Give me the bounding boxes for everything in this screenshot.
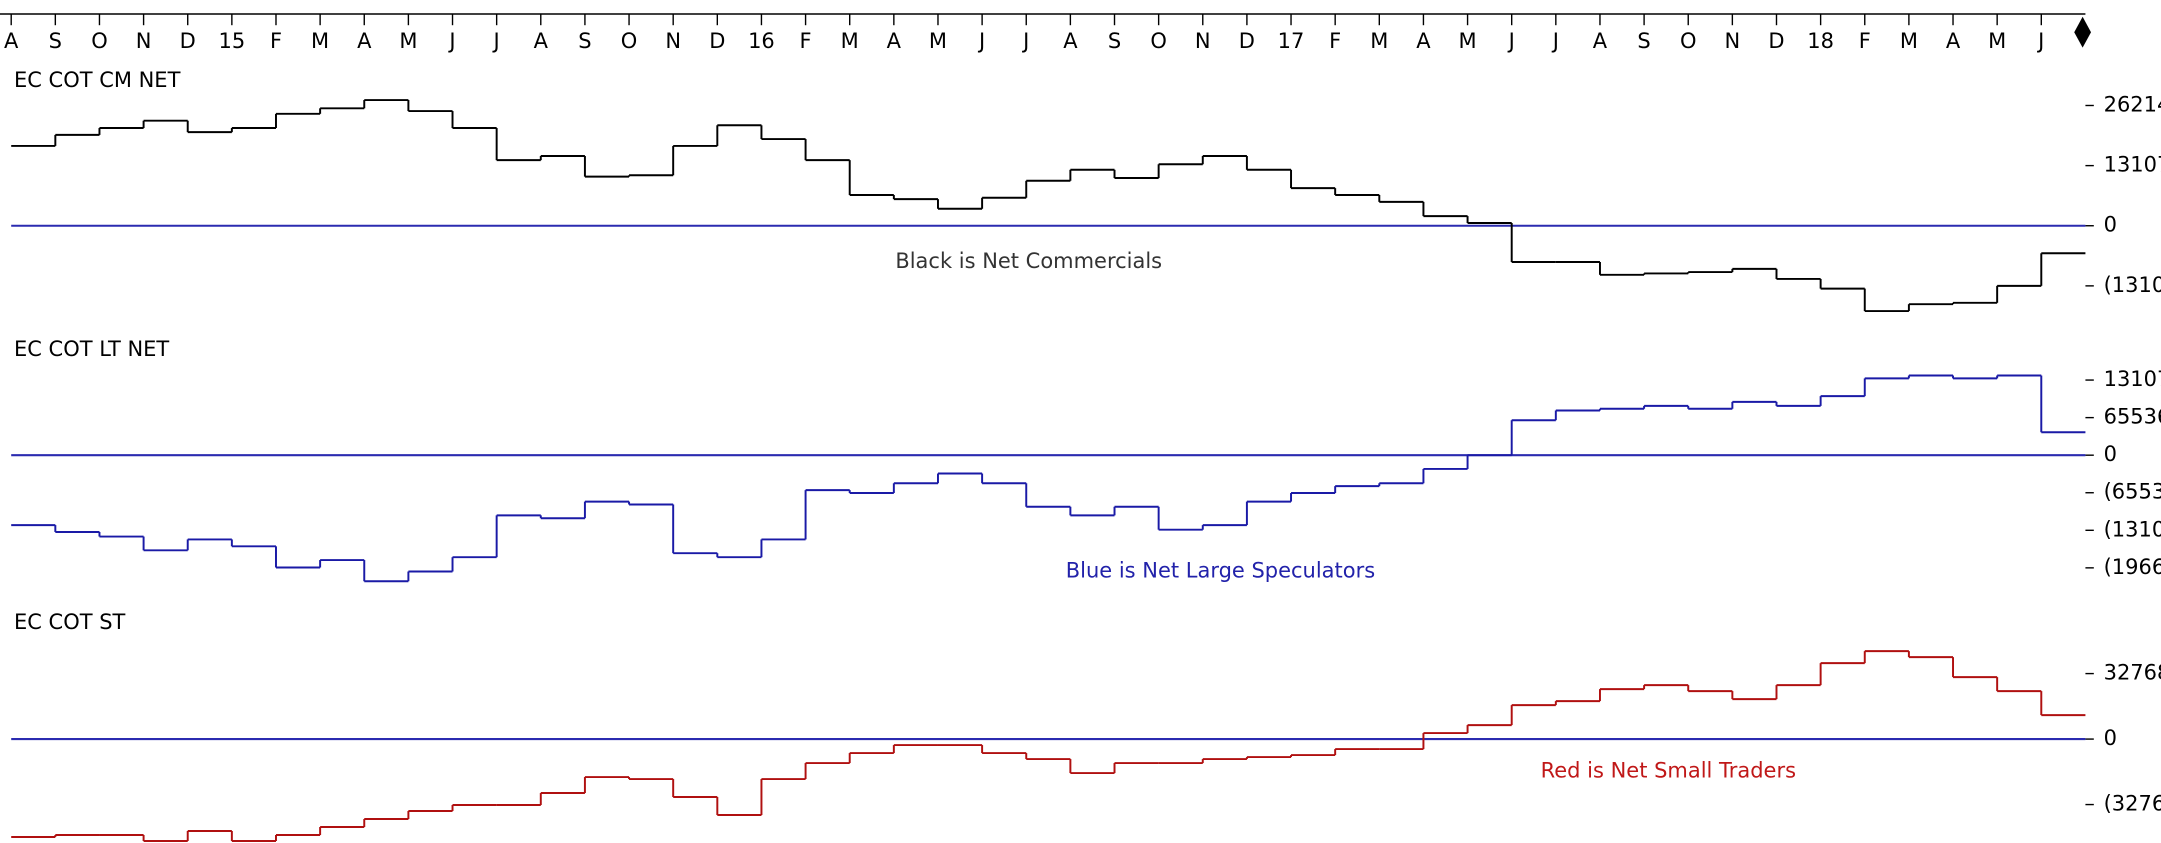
x-tick-label: M xyxy=(1900,29,1918,53)
x-tick-label: J xyxy=(1021,29,1029,53)
y-tick-label: (32768) xyxy=(2104,792,2161,816)
y-tick-label: (131072) xyxy=(2104,273,2161,297)
x-tick-label: J xyxy=(1551,29,1559,53)
y-tick-label: 131072 xyxy=(2104,367,2161,391)
y-tick-label: 262144 xyxy=(2104,92,2161,116)
x-tick-label: S xyxy=(1108,29,1121,53)
y-tick-label: 0 xyxy=(2104,213,2117,237)
x-tick-label: M xyxy=(1459,29,1477,53)
x-tick-label: F xyxy=(1329,29,1341,53)
x-tick-label: A xyxy=(1416,29,1431,53)
x-tick-label: M xyxy=(929,29,947,53)
y-tick-label: 0 xyxy=(2104,442,2117,466)
x-tick-label: O xyxy=(1150,29,1167,53)
x-tick-label: F xyxy=(270,29,282,53)
x-tick-label: A xyxy=(1593,29,1608,53)
x-tick-label: O xyxy=(621,29,638,53)
x-tick-label: 16 xyxy=(748,29,775,53)
x-tick-label: F xyxy=(800,29,812,53)
x-tick-label: A xyxy=(534,29,549,53)
y-tick-label: (196608) xyxy=(2104,555,2161,579)
y-tick-label: (131072) xyxy=(2104,517,2161,541)
x-tick-label: N xyxy=(1725,29,1741,53)
x-tick-label: 15 xyxy=(219,29,246,53)
panel-title: EC COT CM NET xyxy=(14,68,181,92)
y-tick-label: (65536) xyxy=(2104,480,2161,504)
x-tick-label: J xyxy=(1507,29,1515,53)
x-tick-label: N xyxy=(136,29,152,53)
x-tick-label: 18 xyxy=(1807,29,1834,53)
end-marker xyxy=(2074,16,2092,48)
y-tick-label: 131072 xyxy=(2104,153,2161,177)
x-tick-label: F xyxy=(1859,29,1871,53)
x-tick-label: N xyxy=(665,29,681,53)
panel-title: EC COT LT NET xyxy=(14,337,169,361)
x-tick-label: D xyxy=(709,29,725,53)
x-tick-label: S xyxy=(578,29,591,53)
y-tick-label: 32768 xyxy=(2104,661,2161,685)
x-tick-label: M xyxy=(1988,29,2006,53)
panel-title: EC COT ST xyxy=(14,610,126,634)
x-tick-label: J xyxy=(492,29,500,53)
x-tick-label: N xyxy=(1195,29,1211,53)
x-tick-label: A xyxy=(1063,29,1078,53)
x-tick-label: D xyxy=(180,29,196,53)
annotation: Black is Net Commercials xyxy=(895,249,1162,273)
x-tick-label: J xyxy=(977,29,985,53)
x-tick-label: O xyxy=(1680,29,1697,53)
x-tick-label: S xyxy=(1637,29,1650,53)
x-tick-label: O xyxy=(91,29,108,53)
x-tick-label: M xyxy=(399,29,417,53)
x-tick-label: D xyxy=(1768,29,1784,53)
y-tick-label: 65536 xyxy=(2104,405,2161,429)
annotation: Blue is Net Large Speculators xyxy=(1066,558,1375,582)
x-tick-label: A xyxy=(4,29,19,53)
x-tick-label: 17 xyxy=(1278,29,1305,53)
x-tick-label: S xyxy=(49,29,62,53)
y-tick-label: 0 xyxy=(2104,726,2117,750)
x-tick-label: D xyxy=(1239,29,1255,53)
x-tick-label: A xyxy=(887,29,902,53)
x-tick-label: M xyxy=(841,29,859,53)
x-tick-label: A xyxy=(357,29,372,53)
annotation: Red is Net Small Traders xyxy=(1541,759,1796,783)
x-tick-label: M xyxy=(311,29,329,53)
x-tick-label: J xyxy=(447,29,455,53)
x-tick-label: M xyxy=(1370,29,1388,53)
x-tick-label: A xyxy=(1946,29,1961,53)
x-tick-label: J xyxy=(2036,29,2044,53)
